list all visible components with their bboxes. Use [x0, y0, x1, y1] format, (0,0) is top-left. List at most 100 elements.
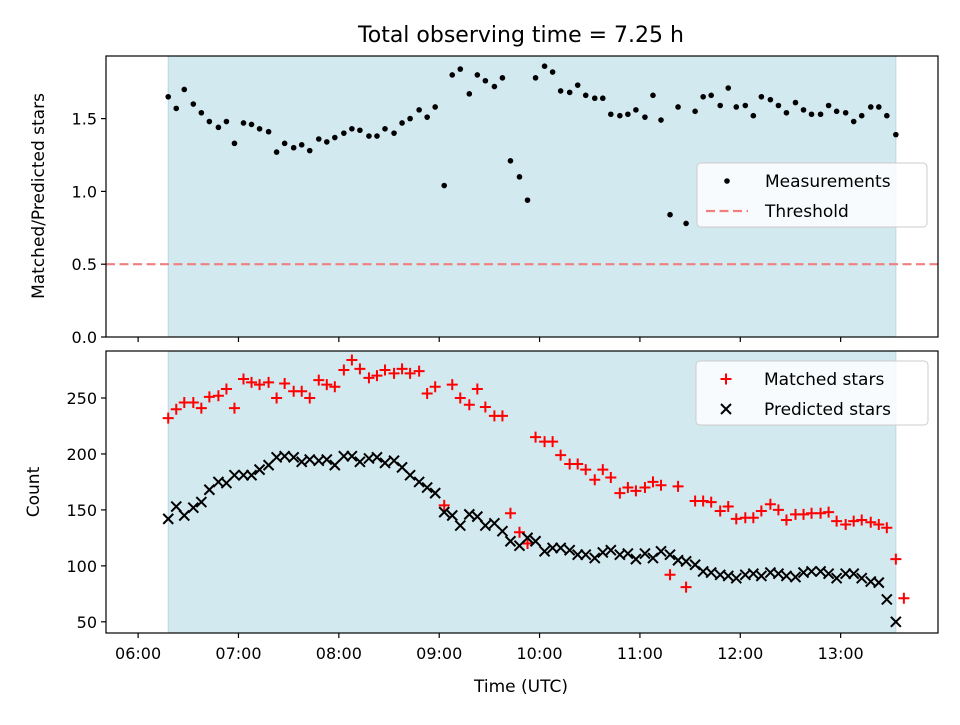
data-point [817, 111, 824, 118]
axes-frame [105, 350, 939, 634]
data-point [424, 114, 430, 120]
legend-marker [720, 403, 732, 415]
data-point [881, 593, 893, 606]
data-point [675, 104, 681, 110]
data-point [457, 66, 464, 72]
data-point [278, 450, 291, 462]
data-point [313, 374, 325, 386]
data-point [416, 107, 422, 113]
data-point [246, 376, 258, 388]
data-point [474, 72, 481, 78]
data-point [187, 501, 200, 514]
data-point [173, 105, 180, 112]
data-point [248, 121, 255, 128]
bottom-y-axis-label: Count [24, 466, 44, 517]
data-point [591, 95, 598, 102]
data-point [792, 99, 799, 106]
data-point [532, 75, 539, 81]
data-point [780, 514, 792, 526]
data-point [750, 112, 757, 119]
y-tick-label: 0.0 [72, 328, 97, 347]
data-point [382, 125, 388, 132]
data-point [304, 392, 316, 404]
data-point [354, 456, 366, 468]
data-point [421, 481, 433, 494]
data-point [162, 412, 174, 424]
data-point [396, 363, 408, 375]
data-point [622, 547, 634, 560]
data-point [466, 91, 473, 97]
data-point [203, 391, 215, 403]
data-point [725, 85, 732, 91]
data-point [582, 92, 589, 99]
data-point [856, 514, 868, 526]
data-point [240, 120, 247, 126]
data-point [329, 381, 341, 393]
data-point [842, 109, 849, 116]
y-tick-label: 1.0 [72, 182, 97, 201]
data-point [441, 182, 448, 189]
data-point [680, 555, 692, 568]
data-point [338, 364, 350, 376]
data-point [555, 449, 567, 461]
data-point [329, 459, 341, 471]
data-point [438, 506, 450, 518]
data-point [815, 507, 827, 519]
x-axis-label: Time (UTC) [473, 677, 568, 697]
data-point [655, 545, 667, 558]
data-point [667, 211, 673, 218]
data-point [893, 131, 899, 138]
bottom-panel: Count Time (UTC) 50 100 150 200 250 06:00 07:0… [24, 350, 939, 697]
data-point [692, 108, 698, 115]
data-point [491, 83, 498, 90]
legend: Matched stars Predicted stars [695, 360, 929, 426]
data-point [614, 487, 626, 499]
data-point [697, 495, 709, 507]
data-point [541, 63, 548, 69]
data-point [223, 118, 230, 125]
data-point [454, 392, 466, 404]
data-point [530, 431, 542, 443]
data-point [825, 102, 832, 109]
data-point [747, 567, 760, 580]
data-point [764, 498, 776, 510]
data-point [805, 565, 818, 578]
data-point [772, 504, 784, 516]
data-point [847, 567, 860, 580]
data-point [315, 136, 322, 142]
data-point [504, 535, 517, 547]
data-point [298, 142, 305, 148]
data-point [758, 93, 765, 100]
legend: Measurements Threshold [696, 162, 928, 228]
data-point [295, 456, 308, 468]
data-point [463, 399, 475, 411]
data-point [658, 117, 664, 123]
data-point [599, 95, 606, 102]
x-tick-label: 13:00 [818, 644, 864, 663]
y-tick-label: 50 [77, 613, 97, 632]
data-point [404, 367, 416, 379]
data-point [557, 88, 564, 94]
data-point [521, 532, 534, 544]
data-point [664, 569, 676, 581]
data-point [549, 69, 556, 75]
data-point [253, 463, 266, 476]
data-point [388, 367, 400, 379]
data-point [354, 363, 366, 375]
data-point [178, 509, 190, 522]
data-point [446, 379, 458, 391]
y-tick-label: 0.5 [72, 255, 97, 274]
data-point [357, 127, 363, 134]
data-point [597, 464, 609, 476]
legend-label: Threshold [764, 202, 849, 222]
data-point [332, 134, 338, 141]
data-point [363, 372, 375, 384]
data-point [789, 571, 802, 583]
data-point [296, 385, 308, 397]
data-point [589, 474, 601, 486]
data-point [206, 118, 213, 125]
data-point [165, 93, 172, 100]
data-point [170, 500, 182, 513]
data-point [722, 570, 734, 582]
x-tick-label: 08:00 [316, 644, 362, 663]
